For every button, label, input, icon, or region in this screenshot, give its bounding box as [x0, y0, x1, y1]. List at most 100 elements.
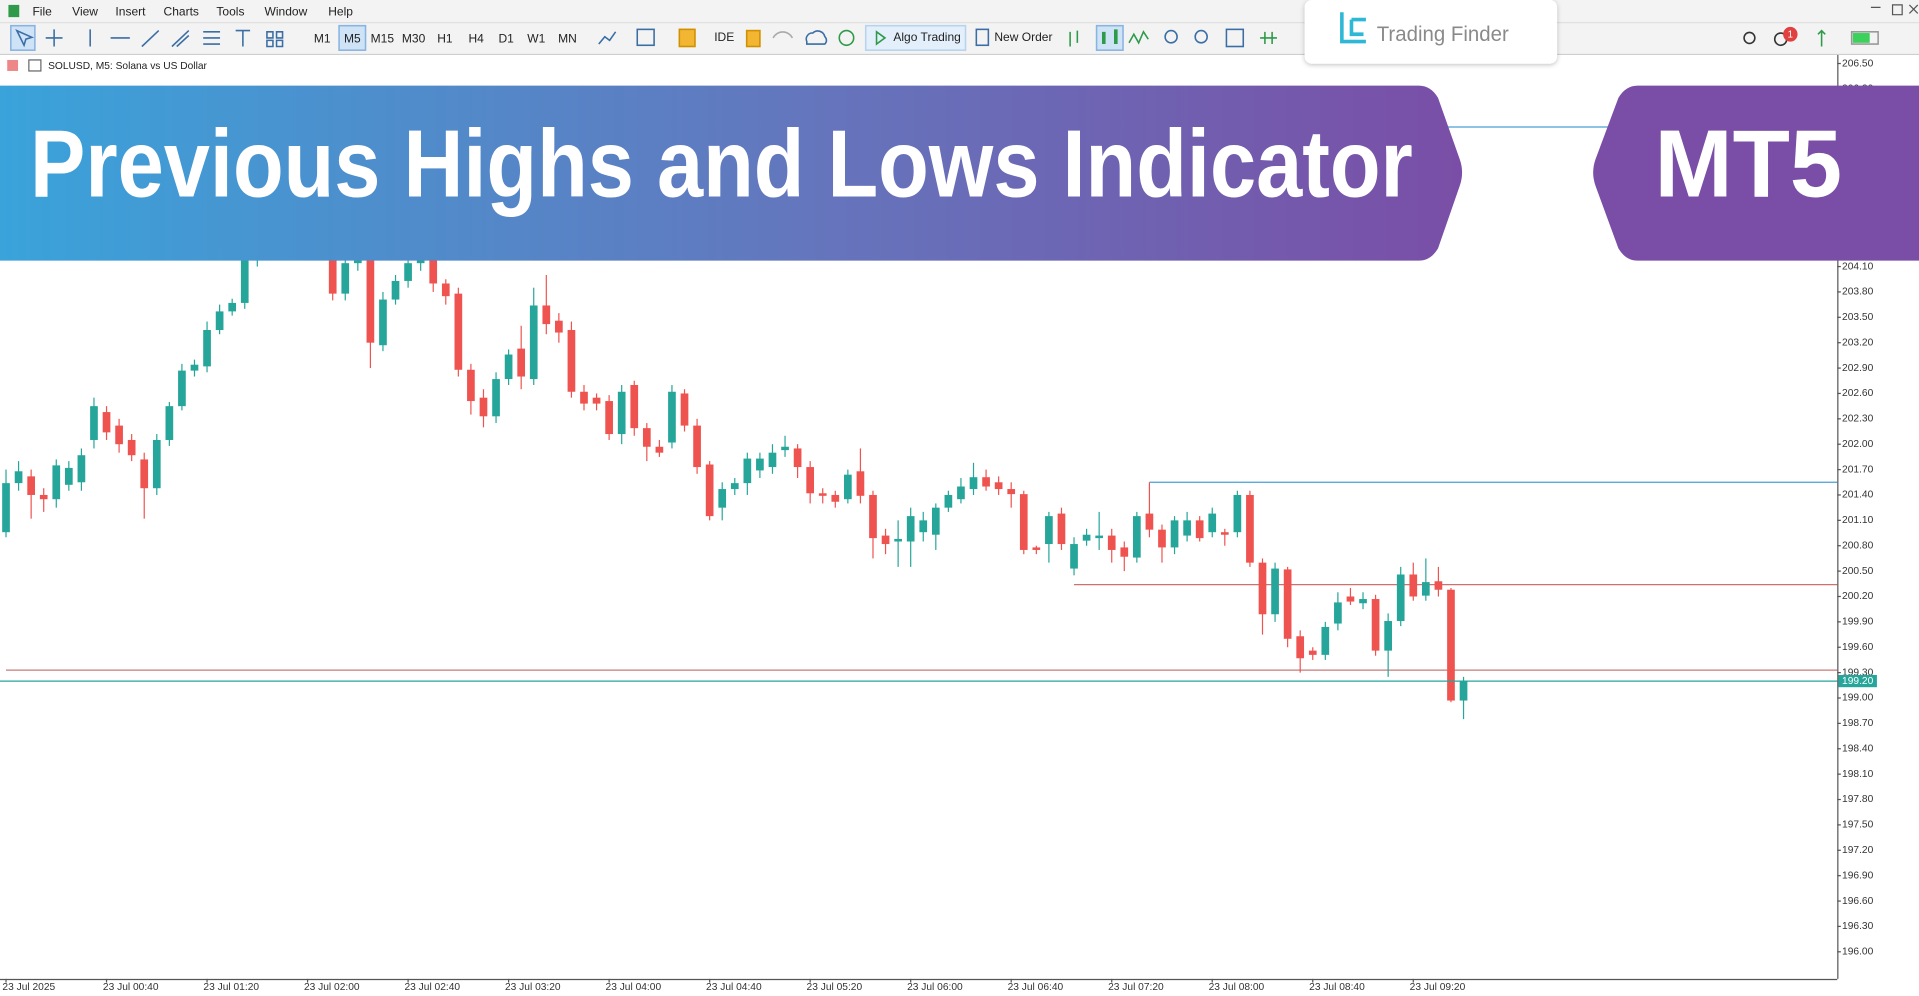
candle-body	[64, 467, 73, 485]
candle-body	[328, 250, 337, 294]
menu-item[interactable]: View	[72, 4, 98, 18]
timeframe-button[interactable]: M30	[402, 31, 426, 45]
candle-body	[228, 302, 237, 312]
line-icon[interactable]	[1128, 30, 1149, 45]
candle-body	[944, 494, 953, 508]
candle-body	[517, 348, 526, 377]
y-tick-label: 198.70	[1842, 718, 1873, 729]
candle-body	[215, 311, 224, 331]
candle-body	[379, 299, 387, 346]
x-tick-label: 23 Jul 08:40	[1309, 982, 1365, 993]
bars-icon[interactable]	[1069, 30, 1079, 47]
timeframe-button[interactable]: W1	[527, 31, 545, 45]
x-tick-label: 23 Jul 2025	[2, 982, 55, 993]
x-tick-label: 23 Jul 05:20	[807, 982, 863, 993]
candle-body	[102, 412, 111, 433]
search-icon[interactable]	[1743, 31, 1756, 45]
candles-button[interactable]	[1095, 24, 1124, 51]
new-order-label[interactable]: New Order	[994, 30, 1052, 44]
chart-icon	[28, 59, 42, 72]
candle-body	[1434, 581, 1443, 590]
x-tick-label: 23 Jul 08:00	[1209, 982, 1265, 993]
timeframe-button[interactable]: M15	[371, 31, 395, 45]
timeframe-button[interactable]: M5	[344, 31, 361, 45]
menu-item[interactable]: Insert	[115, 4, 146, 18]
candle-body	[1158, 529, 1166, 548]
candle-body	[115, 425, 123, 445]
x-tick-label: 23 Jul 07:20	[1108, 982, 1164, 993]
candle-body	[404, 263, 412, 281]
y-tick-label: 203.20	[1842, 337, 1873, 348]
candle-body	[655, 446, 664, 453]
templates-icon[interactable]	[636, 28, 655, 47]
ide-label[interactable]: IDE	[714, 30, 734, 44]
candle-body	[190, 364, 199, 371]
text-icon[interactable]	[235, 29, 251, 47]
indicators-icon[interactable]	[598, 31, 617, 45]
menu-item[interactable]: Window	[265, 4, 308, 18]
timeframe-button[interactable]: H1	[437, 31, 453, 45]
y-tick-label: 198.40	[1842, 743, 1873, 754]
candle-body	[957, 486, 965, 500]
candle-body	[1359, 599, 1367, 604]
candle-body	[542, 305, 551, 325]
candle-body	[479, 397, 488, 417]
logo-text: Trading Finder	[1377, 23, 1509, 46]
x-tick-label: 23 Jul 06:40	[1008, 982, 1064, 993]
window-controls[interactable]	[1870, 4, 1919, 16]
y-tick-label: 202.60	[1842, 388, 1873, 399]
banner: Previous Highs and Lows Indicator MT5	[0, 85, 1919, 261]
candle-body	[1296, 636, 1305, 659]
timeframe-button[interactable]: MN	[558, 31, 577, 45]
zoom-out[interactable]	[1194, 29, 1208, 44]
candle-body	[831, 494, 840, 502]
lvl-icon[interactable]	[1817, 29, 1826, 47]
x-tick-label: 23 Jul 00:40	[103, 982, 159, 993]
market-icon[interactable]	[678, 28, 696, 48]
trendline-icon[interactable]	[141, 30, 160, 48]
menu-item[interactable]: Help	[328, 4, 353, 18]
candle-body	[919, 520, 928, 533]
timeframe-button[interactable]: D1	[499, 31, 515, 45]
pointer-tool[interactable]	[10, 24, 36, 51]
active-timeframe[interactable]	[338, 24, 367, 51]
algo-button[interactable]	[864, 24, 967, 51]
candle-body	[1283, 569, 1292, 639]
x-tick-label: 23 Jul 02:40	[404, 982, 460, 993]
y-tick-label: 200.50	[1842, 566, 1873, 577]
signals-icon[interactable]	[745, 29, 761, 48]
zoom-in[interactable]	[1164, 29, 1178, 44]
crosshair-icon[interactable]	[45, 29, 63, 47]
wifi-icon[interactable]	[772, 31, 794, 39]
symbol-icon	[7, 59, 19, 71]
menu-item[interactable]: Tools	[216, 4, 244, 18]
channel-icon[interactable]	[171, 30, 190, 48]
menu-item[interactable]: Charts	[164, 4, 199, 18]
candle-body	[630, 384, 639, 429]
candle-body	[1334, 602, 1342, 624]
candle-body	[391, 280, 400, 300]
candle-body	[492, 379, 500, 417]
battery-icon	[1850, 31, 1879, 45]
shapes-icon[interactable]	[266, 31, 284, 48]
grid-icon[interactable]	[1225, 28, 1245, 48]
y-tick-label: 196.00	[1842, 946, 1873, 957]
y-tick-label: 201.70	[1842, 464, 1873, 475]
order-icon[interactable]	[975, 28, 990, 47]
community-icon[interactable]	[838, 29, 855, 47]
scroll-icon[interactable]	[1260, 31, 1277, 45]
timeframe-button[interactable]: H4	[468, 31, 484, 45]
candle-body	[1459, 681, 1468, 701]
timeframe-button[interactable]: M1	[314, 31, 331, 45]
menu-item[interactable]: File	[32, 4, 52, 18]
candle-body	[1170, 520, 1179, 548]
candle-body	[165, 406, 174, 440]
algo-trading-label[interactable]: Algo Trading	[893, 30, 960, 44]
candle-body	[127, 439, 136, 456]
y-tick-label: 199.60	[1842, 642, 1873, 653]
candle-body	[969, 477, 978, 490]
vps-icon[interactable]	[805, 30, 828, 45]
fibo-icon[interactable]	[203, 31, 221, 45]
candle-body	[454, 293, 463, 370]
